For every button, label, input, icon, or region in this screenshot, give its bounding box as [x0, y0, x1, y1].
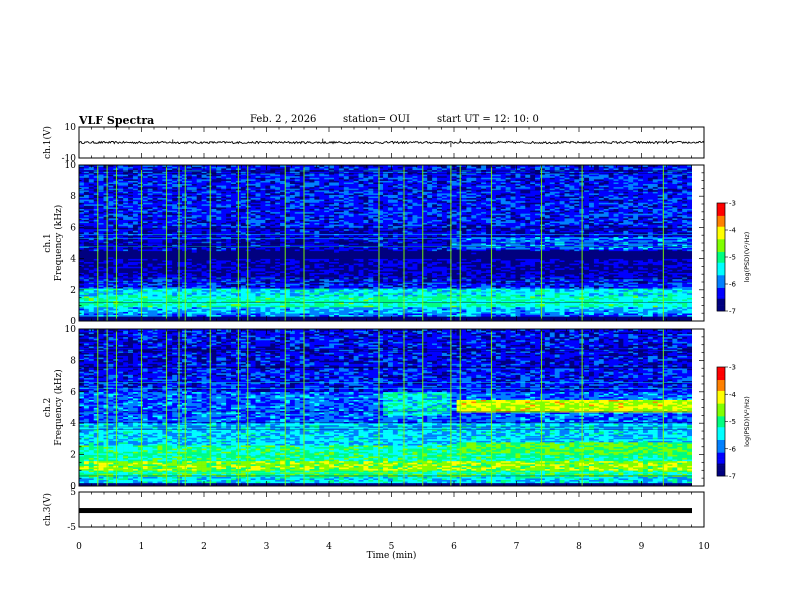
vlf-figure: 10-10ch.1(V)0246810ch.1 Frequency (kHz)-3… [0, 0, 792, 612]
ch1-waveform-ylabel: ch.1(V) [42, 126, 53, 159]
y-tick-label: 10 [65, 123, 77, 133]
ch1-spectrogram-image [79, 165, 704, 321]
